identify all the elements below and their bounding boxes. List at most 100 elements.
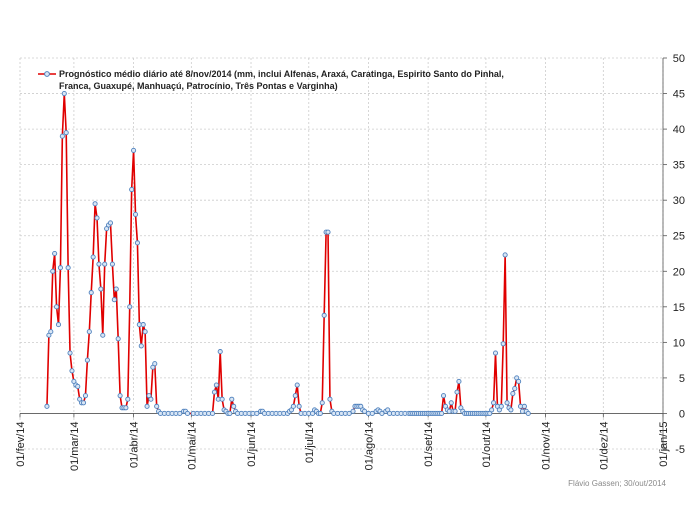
data-point (502, 252, 508, 258)
x-axis: 01/fev/14 01/mar/14 01/abr/14 01/mai/14 01/j… (15, 413, 670, 471)
data-point (491, 400, 497, 406)
data-point (489, 407, 495, 413)
data-point (512, 386, 518, 392)
data-point (217, 349, 223, 355)
data-point (142, 329, 148, 335)
y-tick-label: 50 (673, 53, 685, 65)
data-point (456, 378, 462, 385)
data-point (111, 297, 117, 303)
data-point (123, 405, 129, 411)
y-tick-label: 15 (673, 302, 685, 314)
data-point (65, 265, 71, 271)
data-point (439, 410, 445, 417)
y-tick-label: 45 (673, 89, 685, 101)
data-point (100, 332, 106, 338)
data-point (521, 403, 527, 409)
data-point (452, 408, 458, 414)
data-point (362, 408, 368, 414)
data-point (117, 393, 123, 399)
data-point (127, 304, 133, 310)
data-point (63, 130, 69, 136)
x-tick-label: 01/jun/14 (246, 421, 258, 466)
data-point (254, 410, 260, 417)
legend-label-line-1: Prognóstico médio diário até 8/nov/2014 … (59, 69, 504, 79)
x-tick-label: 01/out/14 (481, 421, 493, 467)
y-tick-label: 10 (673, 337, 685, 349)
data-point (498, 403, 504, 409)
data-point (184, 410, 191, 417)
data-point (107, 220, 114, 226)
data-point (504, 400, 510, 406)
data-point (379, 410, 385, 417)
data-point (317, 410, 323, 417)
data-point (52, 250, 58, 257)
data-point (296, 403, 302, 409)
legend: Prognóstico médio diário até 8/nov/2014 … (38, 69, 504, 91)
data-point (115, 336, 121, 342)
x-tick-label: 01/dez/14 (598, 421, 610, 469)
data-point (109, 261, 115, 267)
x-tick-label: 01/jul/14 (304, 421, 316, 463)
data-point (138, 343, 144, 349)
data-point (327, 396, 333, 402)
data-point (500, 341, 506, 347)
data-point (290, 403, 296, 409)
data-point (440, 393, 447, 399)
data-point (67, 350, 73, 356)
data-point (211, 389, 217, 395)
x-tick-label: 01/jan/15 (658, 421, 670, 466)
data-point (144, 403, 150, 409)
data-point (134, 240, 140, 246)
y-tick-label: 40 (673, 124, 685, 136)
data-point (229, 396, 235, 402)
data-point (88, 290, 94, 296)
data-point (369, 410, 375, 417)
x-tick-label: 01/fev/14 (15, 421, 27, 466)
data-point (292, 393, 298, 399)
y-tick-label: 25 (673, 231, 685, 243)
data-point (129, 186, 135, 193)
data-point (294, 382, 300, 388)
data-point (92, 201, 98, 207)
data-point (319, 400, 325, 406)
data-point (86, 329, 92, 335)
data-point (102, 261, 108, 267)
data-point (346, 410, 352, 417)
legend-label-line-2: Franca, Guaxupé, Manhuaçú, Patrocínio, T… (59, 81, 338, 91)
data-point (132, 211, 139, 217)
x-tick-label: 01/mar/14 (69, 421, 81, 471)
data-point (525, 410, 531, 417)
data-point (125, 396, 131, 402)
x-tick-label: 01/ago/14 (363, 421, 375, 470)
data-point (113, 286, 119, 292)
data-point (48, 329, 54, 335)
data-point (75, 383, 81, 389)
data-point (131, 147, 137, 153)
x-tick-label: 01/nov/14 (541, 421, 553, 469)
data-point (44, 403, 50, 409)
data-point (227, 410, 233, 417)
x-tick-label: 01/set/14 (423, 421, 435, 466)
data-point (492, 350, 499, 356)
data-point (154, 403, 160, 409)
data-point (508, 407, 514, 413)
data-point (321, 312, 327, 318)
data-point (350, 408, 356, 414)
data-point (69, 368, 75, 374)
data-point (59, 133, 65, 139)
data-point (448, 400, 454, 406)
data-point (50, 268, 56, 274)
data-point (96, 261, 102, 267)
data-point (80, 400, 87, 406)
x-tick-label: 01/mai/14 (186, 421, 198, 469)
data-point (152, 361, 158, 367)
series-line (46, 92, 529, 415)
data-point (55, 322, 62, 328)
data-point (325, 229, 331, 235)
y-tick-label: 35 (673, 160, 685, 172)
data-point (98, 286, 104, 292)
data-point (90, 254, 96, 260)
data-point (177, 410, 183, 417)
data-point (54, 304, 60, 310)
